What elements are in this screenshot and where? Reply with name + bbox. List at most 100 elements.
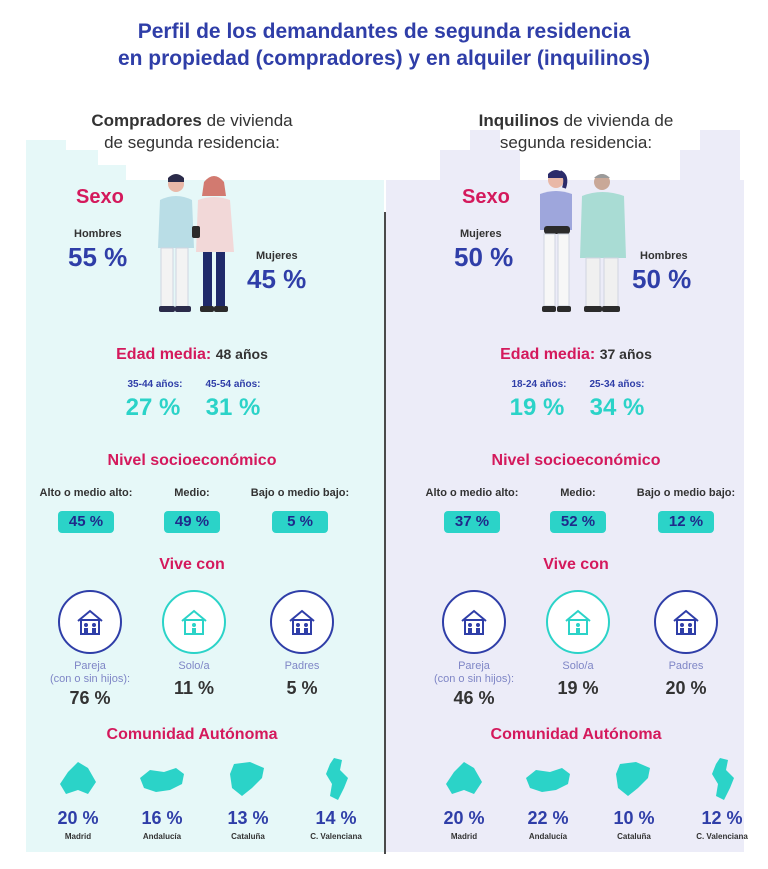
couple-illustration-icon <box>158 174 234 312</box>
buyers-heading-rest2: de segunda residencia: <box>104 133 280 152</box>
nse-label-low: Bajo o medio bajo: <box>250 487 350 499</box>
madrid-map-icon <box>446 762 482 794</box>
region-2-name: Andalucía <box>528 832 568 841</box>
region-title: Comunidad Autónoma <box>106 726 278 743</box>
page-title-line1: Perfil de los demandantes de segunda res… <box>137 20 631 43</box>
region-1-name: Madrid <box>64 832 92 841</box>
madrid-map-icon <box>60 762 96 794</box>
age-group-1-label: 35-44 años: <box>127 379 183 390</box>
nse-badge-medium: 52 % <box>550 511 606 533</box>
nse-label-low: Bajo o medio bajo: <box>636 487 736 499</box>
vive-3-label: Padres <box>284 660 320 672</box>
single-house-icon <box>546 590 610 654</box>
vive-1-label-line2: (con o sin hijos): <box>433 673 515 685</box>
renters-heading-bold: Inquilinos <box>478 111 559 130</box>
buyers-heading-bold: Compradores <box>91 111 202 130</box>
parents-house-icon <box>654 590 718 654</box>
andalucia-map-icon <box>526 768 570 792</box>
vive-3-pct: 20 % <box>665 678 707 698</box>
age-group-2-pct: 31 % <box>205 394 261 421</box>
cataluna-map-icon <box>616 762 650 796</box>
age-group-1-pct: 27 % <box>125 394 181 421</box>
age-group-1-pct: 19 % <box>509 394 565 421</box>
region-4-pct: 12 % <box>701 808 743 828</box>
couple-illustration-icon <box>540 170 626 312</box>
age-group-2-label: 25-34 años: <box>589 379 645 390</box>
vive-1-pct: 76 % <box>69 688 111 708</box>
edad-media-value: 48 años <box>215 346 268 362</box>
page-title-line2: en propiedad (compradores) y en alquiler… <box>117 47 651 70</box>
page-title: Perfil de los demandantes de segunda res… <box>0 18 768 72</box>
nse-title: Nivel socioeconómico <box>107 452 277 469</box>
family-house-icon <box>442 590 506 654</box>
sexo-title: Sexo <box>76 186 124 208</box>
vive-1-pct: 46 % <box>453 688 495 708</box>
region-4-name: C. Valenciana <box>696 832 748 841</box>
vive-con-title: Vive con <box>543 556 609 573</box>
nse-badge-low: 5 % <box>272 511 328 533</box>
sexo-a-pct: 55 % <box>68 242 128 272</box>
vive-1-label: Pareja (con o sin hijos): <box>35 660 145 686</box>
nse-badge-low: 12 % <box>658 511 714 533</box>
nse-badge-medium: 49 % <box>164 511 220 533</box>
sexo-b-pct: 45 % <box>247 264 307 294</box>
edad-media-title: Edad media: <box>116 346 212 363</box>
region-1-pct: 20 % <box>443 808 485 828</box>
age-group-2-pct: 34 % <box>589 394 645 421</box>
sexo-a-label: Mujeres <box>460 228 502 240</box>
vive-3-pct: 5 % <box>286 678 318 698</box>
vive-1-label-line2: (con o sin hijos): <box>49 673 131 685</box>
vive-2-pct: 19 % <box>557 678 599 698</box>
region-4-pct: 14 % <box>315 808 357 828</box>
nse-label-medium: Medio: <box>560 487 596 499</box>
region-2-pct: 22 % <box>527 808 569 828</box>
family-house-icon <box>58 590 122 654</box>
renters-heading-rest2: segunda residencia: <box>499 133 653 152</box>
sexo-a-pct: 50 % <box>454 242 514 272</box>
buyers-heading: Compradores de vivienda de segunda resid… <box>0 110 384 154</box>
nse-badge-high: 37 % <box>444 511 500 533</box>
nse-label-high: Alto o medio alto: <box>39 487 133 499</box>
renters-heading: Inquilinos de vivienda de segunda reside… <box>384 110 768 154</box>
age-group-2-label: 45-54 años: <box>205 379 261 390</box>
vive-1-label-line1: Pareja <box>458 660 490 672</box>
edad-media-row: Edad media: 48 años <box>0 346 384 364</box>
region-4-name: C. Valenciana <box>310 832 362 841</box>
buyers-column: Sexo Hombres 55 % Mujeres 45 % Edad medi… <box>0 174 384 841</box>
vive-con-title: Vive con <box>159 556 225 573</box>
sexo-a-label: Hombres <box>74 228 122 240</box>
nse-label-medium: Medio: <box>174 487 210 499</box>
cataluna-map-icon <box>230 762 264 796</box>
parents-house-icon <box>270 590 334 654</box>
andalucia-map-icon <box>140 768 184 792</box>
sexo-title: Sexo <box>462 186 510 208</box>
region-1-pct: 20 % <box>57 808 99 828</box>
nse-label-high: Alto o medio alto: <box>425 487 519 499</box>
region-1-name: Madrid <box>450 832 478 841</box>
vive-2-label: Solo/a <box>178 660 210 672</box>
buyers-heading-rest1: de vivienda <box>201 111 293 130</box>
region-3-pct: 13 % <box>227 808 269 828</box>
edad-media-title: Edad media: <box>500 346 596 363</box>
vive-2-label: Solo/a <box>562 660 594 672</box>
renters-heading-rest1: de vivienda de <box>558 111 674 130</box>
vive-1-label-line1: Pareja <box>74 660 106 672</box>
sexo-b-pct: 50 % <box>632 264 692 294</box>
sexo-b-label: Hombres <box>640 250 688 262</box>
region-title: Comunidad Autónoma <box>490 726 662 743</box>
vive-3-label: Padres <box>668 660 704 672</box>
region-3-pct: 10 % <box>613 808 655 828</box>
region-3-name: Cataluña <box>231 832 265 841</box>
vive-2-pct: 11 % <box>173 678 215 698</box>
valencia-map-icon <box>712 758 734 800</box>
valencia-map-icon <box>326 758 348 800</box>
edad-media-row: Edad media: 37 años <box>384 346 768 364</box>
region-2-pct: 16 % <box>141 808 183 828</box>
column-divider <box>384 212 386 854</box>
edad-media-value: 37 años <box>599 346 652 362</box>
region-2-name: Andalucía <box>142 832 182 841</box>
renters-column: Sexo Mujeres 50 % Hombres 50 % Edad medi… <box>384 0 768 869</box>
region-3-name: Cataluña <box>617 832 651 841</box>
age-group-1-label: 18-24 años: <box>511 379 567 390</box>
vive-1-label: Pareja (con o sin hijos): <box>419 660 529 686</box>
